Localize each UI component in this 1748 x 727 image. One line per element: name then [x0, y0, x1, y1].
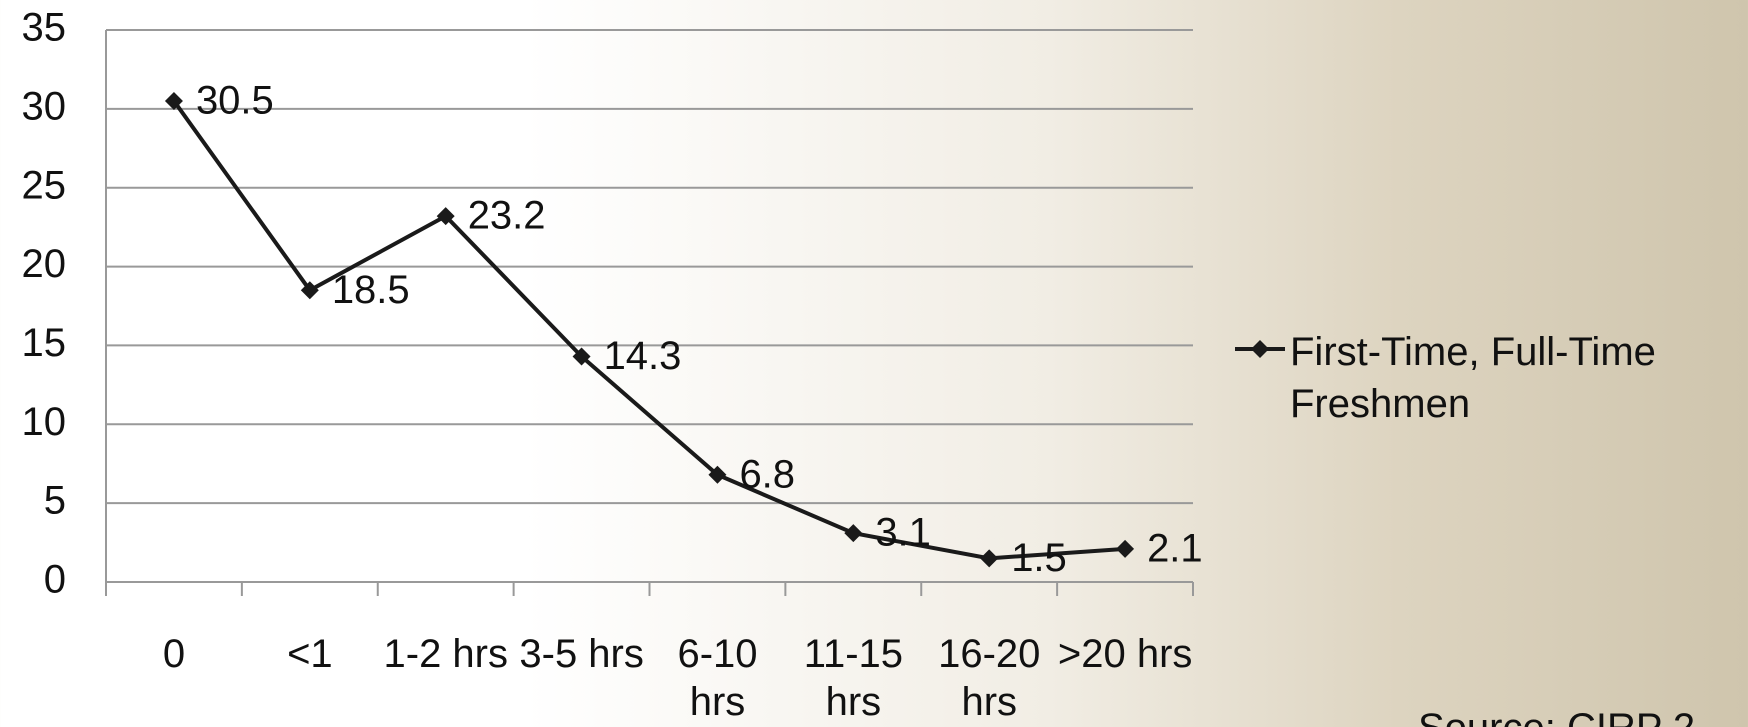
legend-label: First-Time, Full-Time Freshmen — [1290, 326, 1748, 430]
x-tick-label: 3-5 hrs — [514, 630, 650, 678]
series-line — [174, 101, 1125, 558]
x-tick-label: 11-15 hrs — [785, 630, 921, 726]
y-tick-label: 10 — [22, 400, 67, 444]
y-tick-label: 25 — [22, 163, 67, 207]
data-label: 3.1 — [875, 511, 931, 555]
x-tick-label: 0 — [106, 630, 242, 678]
marker — [844, 524, 862, 542]
marker — [1116, 540, 1134, 558]
y-tick-label: 5 — [44, 479, 66, 523]
data-label: 30.5 — [196, 79, 274, 123]
x-tick-label: 16-20 hrs — [921, 630, 1057, 726]
y-tick-label: 20 — [22, 242, 67, 286]
data-label: 6.8 — [739, 452, 795, 496]
x-tick-label: 6-10 hrs — [650, 630, 786, 726]
data-label: 2.1 — [1147, 526, 1203, 570]
x-tick-label: >20 hrs — [1057, 630, 1193, 678]
legend-marker — [1251, 340, 1269, 358]
x-tick-label: 1-2 hrs — [378, 630, 514, 678]
x-tick-label: <1 — [242, 630, 378, 678]
y-tick-label: 0 — [44, 558, 66, 602]
y-tick-label: 30 — [22, 84, 67, 128]
data-label: 14.3 — [604, 334, 682, 378]
y-tick-label: 15 — [22, 321, 67, 365]
data-label: 23.2 — [468, 194, 546, 238]
source-note: Source: CIRP 2 — [1418, 706, 1695, 727]
marker — [980, 549, 998, 567]
y-tick-label: 35 — [22, 6, 67, 50]
data-label: 18.5 — [332, 268, 410, 312]
data-label: 1.5 — [1011, 536, 1067, 580]
page: 0 5 10 15 20 25 30 35 30.5 18.5 23.2 14.3 6.8 3.1 1.5 2… — [0, 0, 1748, 727]
